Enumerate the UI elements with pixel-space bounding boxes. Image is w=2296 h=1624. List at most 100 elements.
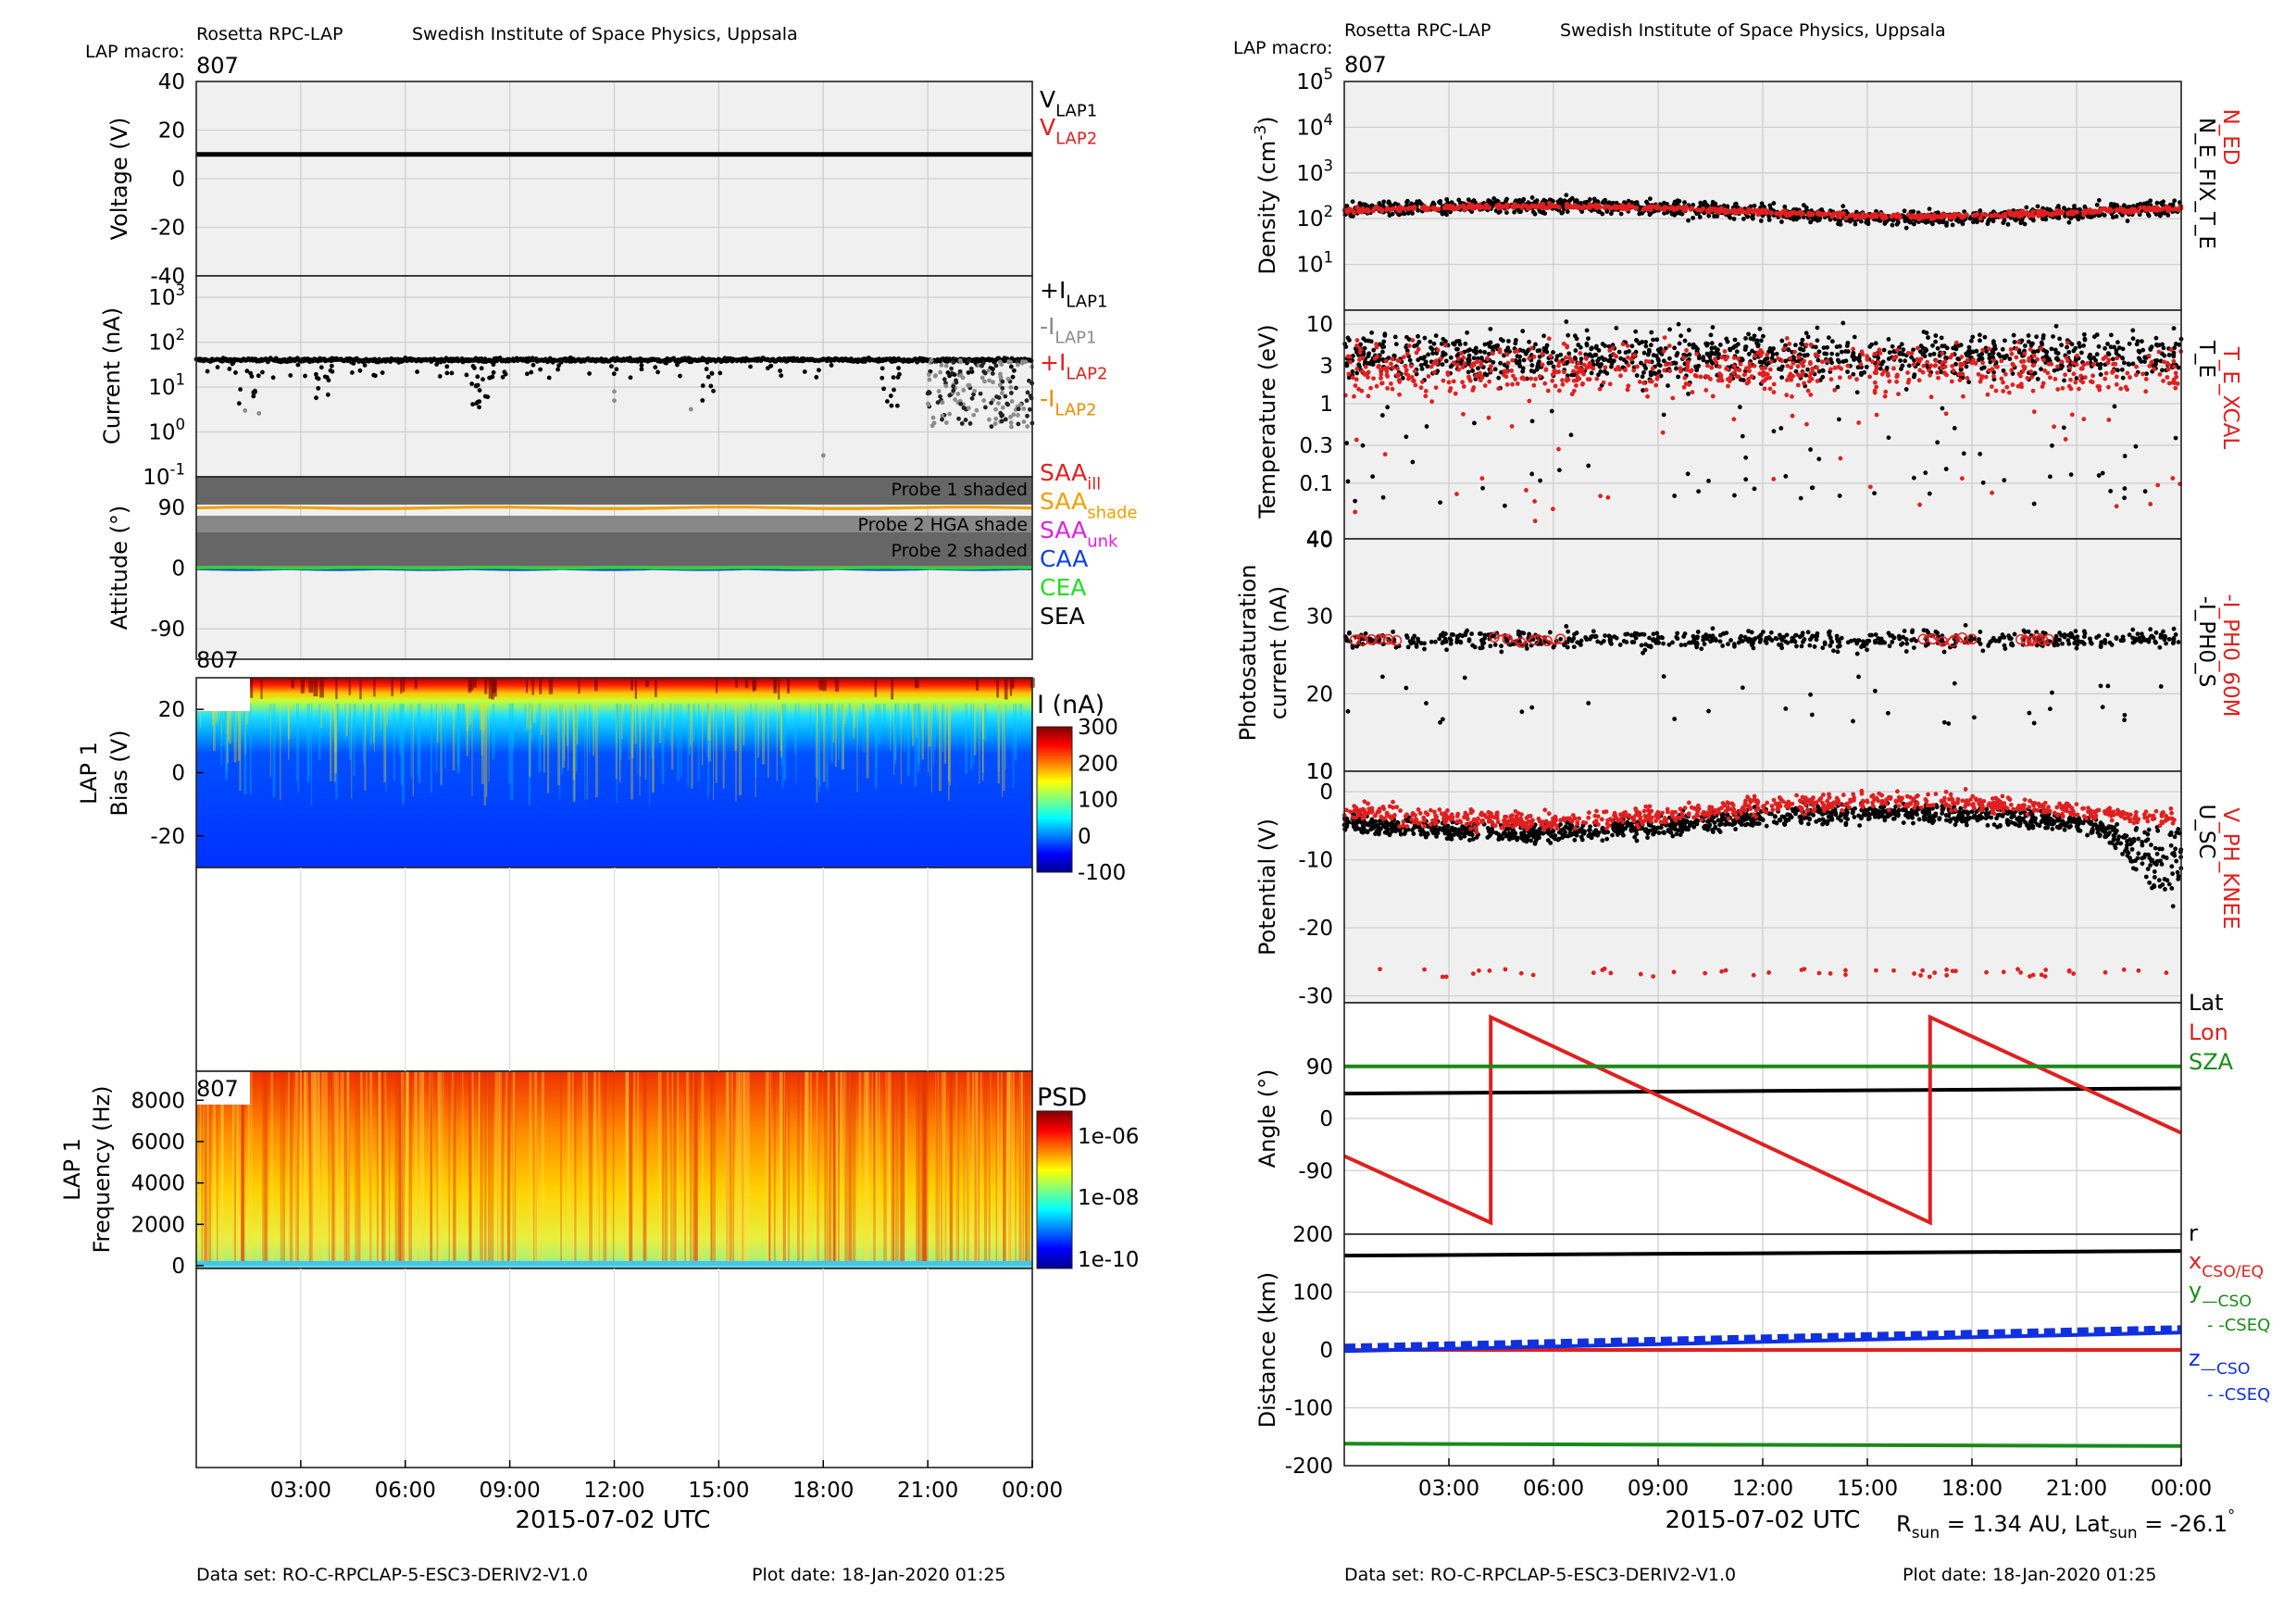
psd-streak bbox=[685, 1071, 690, 1263]
density-point-ned bbox=[1379, 207, 1385, 213]
bias-streak bbox=[557, 704, 561, 786]
bias-streak bbox=[492, 704, 495, 759]
temperature-point-te bbox=[1740, 356, 1744, 362]
psd-streak bbox=[834, 1071, 838, 1263]
psd-streak bbox=[439, 1071, 443, 1263]
bias-streak bbox=[776, 704, 778, 781]
current-point bbox=[215, 365, 220, 369]
current-point bbox=[500, 374, 505, 380]
bias-streak bbox=[345, 704, 348, 737]
density-point-ned bbox=[1618, 204, 1624, 209]
bias-streak bbox=[351, 704, 353, 799]
density-point-ned bbox=[1422, 204, 1428, 209]
temperature-point-te bbox=[2096, 344, 2102, 349]
psd-streak bbox=[241, 1071, 245, 1263]
temperature-point-te bbox=[1996, 352, 2002, 357]
density-point-nefix bbox=[1712, 214, 1717, 219]
temperature-point-te bbox=[1538, 478, 1543, 483]
temperature-point-te bbox=[1872, 491, 1877, 496]
bias-streak bbox=[914, 704, 917, 787]
attitude-tick: -90 bbox=[150, 618, 185, 642]
temperature-point-te bbox=[1935, 440, 1940, 445]
temperature-point-texcal bbox=[1767, 386, 1773, 392]
psd-streak bbox=[304, 1071, 308, 1263]
density-point-ned bbox=[1463, 206, 1468, 211]
density-point-nefix bbox=[2125, 219, 2130, 224]
psd-streak bbox=[318, 1071, 320, 1263]
temperature-point-te bbox=[1654, 337, 1660, 343]
bias-streak bbox=[883, 704, 886, 725]
psd-streak bbox=[842, 1071, 847, 1263]
temperature-point-te bbox=[2096, 473, 2102, 478]
psd-streak bbox=[923, 1071, 928, 1263]
temperature-point-te bbox=[2119, 367, 2125, 372]
temperature-point-te bbox=[1350, 369, 1355, 374]
temperature-point-te bbox=[2066, 350, 2072, 355]
current-point bbox=[943, 383, 949, 389]
temperature-point-te bbox=[1845, 349, 1851, 355]
temperature-point-te bbox=[1488, 340, 1493, 345]
current-point bbox=[989, 400, 994, 406]
bias-streak bbox=[707, 704, 709, 798]
current-point bbox=[477, 405, 481, 410]
current-point bbox=[614, 367, 619, 372]
density-point-nefix bbox=[1564, 193, 1569, 198]
current-point bbox=[990, 371, 995, 376]
density-point-nefix bbox=[2154, 200, 2160, 206]
bias-streak bbox=[440, 704, 443, 785]
current-point bbox=[639, 367, 644, 372]
current-point bbox=[982, 405, 988, 410]
density-point-ned bbox=[1786, 211, 1792, 217]
bias-streak bbox=[664, 704, 666, 729]
right-macro-value: 807 bbox=[1344, 52, 1387, 78]
current-point bbox=[939, 362, 944, 368]
bias-streak bbox=[336, 704, 340, 723]
temperature-point-te bbox=[2050, 443, 2054, 448]
attitude-tick: 0 bbox=[171, 557, 185, 581]
psd-streak bbox=[892, 1071, 895, 1263]
temperature-point-te bbox=[1520, 366, 1526, 371]
density-point-nefix bbox=[1922, 219, 1928, 224]
temperature-point-te bbox=[2091, 356, 2097, 360]
psd-streak bbox=[738, 1071, 742, 1263]
bias-streak bbox=[691, 704, 693, 789]
current-point bbox=[993, 363, 999, 369]
bias-streak bbox=[468, 704, 471, 726]
psd-streak bbox=[840, 1071, 842, 1263]
bias-hot-column bbox=[525, 678, 528, 693]
density-point-nefix bbox=[1444, 196, 1450, 202]
bias-streak bbox=[739, 704, 742, 796]
temperature-point-te bbox=[1385, 405, 1391, 410]
temperature-point-te bbox=[2108, 344, 2114, 350]
psd-tick: 0 bbox=[171, 1255, 185, 1279]
current-point bbox=[477, 388, 482, 393]
temperature-point-te bbox=[2046, 356, 2052, 361]
bias-streak bbox=[757, 704, 760, 758]
temperature-point-te bbox=[1758, 338, 1764, 344]
psd-streak bbox=[988, 1071, 991, 1263]
bias-streak bbox=[630, 704, 632, 740]
current-point bbox=[955, 392, 961, 396]
psd-streak bbox=[712, 1071, 717, 1263]
bias-streak bbox=[848, 704, 852, 732]
bias-hot-column bbox=[916, 678, 919, 689]
temperature-point-te bbox=[1982, 334, 1988, 340]
current-point bbox=[1016, 412, 1020, 418]
temperature-point-te bbox=[2022, 344, 2028, 348]
psd-streak bbox=[311, 1071, 315, 1263]
temperature-point-te bbox=[1717, 343, 1723, 347]
bias-streak bbox=[562, 704, 565, 768]
psd-streak bbox=[788, 1071, 790, 1263]
temperature-point-texcal bbox=[1847, 375, 1853, 380]
temperature-point-texcal bbox=[2048, 375, 2053, 381]
temperature-point-te bbox=[1978, 338, 1982, 344]
temperature-point-te bbox=[1505, 339, 1511, 344]
bias-streak bbox=[456, 704, 460, 774]
density-point-ned bbox=[1945, 213, 1952, 219]
current-point bbox=[880, 366, 885, 371]
temperature-point-te bbox=[1549, 408, 1554, 414]
bias-streak bbox=[878, 704, 881, 744]
current-point bbox=[779, 373, 784, 379]
density-point-ned bbox=[1593, 202, 1599, 207]
current-point bbox=[927, 377, 932, 382]
